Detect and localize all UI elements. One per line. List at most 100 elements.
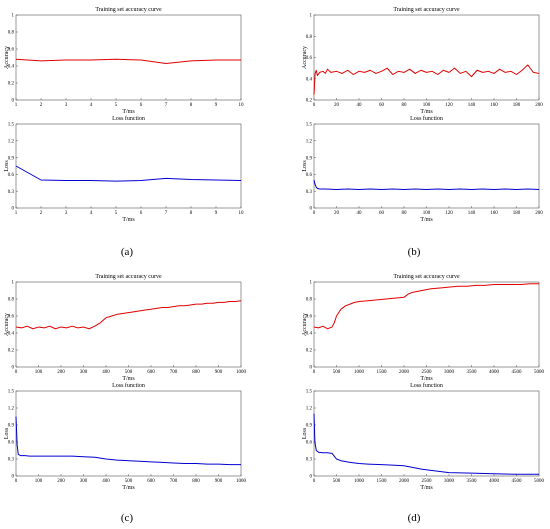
x-tick-label: 8 <box>190 103 193 108</box>
x-tick-label: 6 <box>140 103 143 108</box>
chart-title: Training set accuracy curve <box>393 7 460 13</box>
y-tick-label: 0.8 <box>8 31 15 36</box>
x-axis-label: T/ms <box>420 376 433 382</box>
y-tick-label: 0 <box>12 99 15 104</box>
x-tick-label: 140 <box>468 211 476 216</box>
x-tick-label: 180 <box>513 103 521 108</box>
y-tick-label: 1 <box>310 281 313 286</box>
y-tick-label: 0.9 <box>306 156 313 161</box>
x-tick-label: 0 <box>313 479 316 484</box>
y-tick-label: 0.2 <box>306 99 313 104</box>
x-tick-label: 200 <box>57 479 65 484</box>
series-line-1 <box>15 416 241 466</box>
y-tick-label: 0 <box>310 366 313 371</box>
x-tick-label: 3000 <box>444 370 455 375</box>
x-tick-label: 4500 <box>512 370 523 375</box>
x-tick-label: 2000 <box>399 370 410 375</box>
series-line-1 <box>313 64 540 95</box>
y-tick-label: 1.5 <box>8 390 15 395</box>
y-tick-label: 0.4 <box>306 77 313 82</box>
panel-label-c: (c) <box>121 512 134 524</box>
series-line-1 <box>15 300 242 330</box>
y-axis-label: Loss <box>4 427 10 439</box>
y-tick-label: 1.2 <box>306 407 313 412</box>
x-tick-label: 140 <box>468 103 476 108</box>
x-tick-label: 1000 <box>354 370 365 375</box>
x-tick-label: 700 <box>170 370 178 375</box>
x-tick-label: 6 <box>140 211 143 216</box>
series-line-1 <box>313 413 539 475</box>
x-tick-label: 1500 <box>377 370 388 375</box>
y-tick-label: 1.5 <box>8 123 15 128</box>
y-tick-label: 0.6 <box>306 56 313 61</box>
y-tick-label: 0.6 <box>8 48 15 53</box>
x-tick-label: 4000 <box>489 370 500 375</box>
x-tick-label: 2500 <box>422 479 433 484</box>
y-tick-label: 0 <box>12 366 15 371</box>
chart-4: Loss function 0 20 40 60 80 100 120 140 160 180 200… <box>302 115 543 223</box>
chart-title: Training set accuracy curve <box>95 274 162 280</box>
chart-title: Loss function <box>112 382 145 389</box>
x-tick-label: 600 <box>147 479 155 484</box>
x-tick-label: 5000 <box>534 370 545 375</box>
chart-7: Training set accuracy curve 0 500 1000 1500 2… <box>302 274 545 382</box>
x-tick-label: 160 <box>490 103 498 108</box>
x-axis-label: T/ms <box>420 485 433 491</box>
x-tick-label: 3000 <box>444 479 455 484</box>
plot-frame <box>15 14 242 101</box>
x-tick-label: 4 <box>90 211 93 216</box>
x-tick-label: 900 <box>215 370 223 375</box>
x-tick-label: 2000 <box>399 479 410 484</box>
y-tick-label: 0 <box>12 475 15 480</box>
x-axis-label: T/ms <box>122 217 135 223</box>
y-tick-label: 0.8 <box>306 298 313 303</box>
x-tick-label: 4500 <box>512 479 523 484</box>
x-tick-label: 0 <box>313 103 316 108</box>
x-tick-label: 500 <box>333 370 341 375</box>
y-axis-label: Loss <box>302 160 308 172</box>
chart-1: Training set accuracy curve 1 2 3 4 5 6 7 8 9 10 0 0… <box>4 7 244 115</box>
y-tick-label: 0 <box>310 475 313 480</box>
x-tick-label: 80 <box>402 211 408 216</box>
x-tick-label: 1500 <box>377 479 388 484</box>
chart-8: Loss function 0 500 1000 1500 2000 2500 3000 350… <box>302 382 545 491</box>
x-tick-label: 40 <box>357 103 363 108</box>
y-tick-label: 0.3 <box>306 190 313 195</box>
x-tick-label: 100 <box>423 103 431 108</box>
x-axis-label: T/ms <box>122 485 135 491</box>
y-tick-label: 0.9 <box>8 156 15 161</box>
x-tick-label: 900 <box>215 479 223 484</box>
x-tick-label: 9 <box>215 211 218 216</box>
x-tick-label: 500 <box>333 479 341 484</box>
series-line-1 <box>313 179 540 191</box>
x-tick-label: 7 <box>165 211 168 216</box>
chart-title: Training set accuracy curve <box>95 7 162 13</box>
x-tick-label: 80 <box>402 103 408 108</box>
y-tick-label: 0.6 <box>306 315 313 320</box>
chart-6: Loss function 0 100 200 300 400 500 600 700 800 90… <box>4 382 247 491</box>
y-tick-label: 0.8 <box>8 298 15 303</box>
chart-title: Loss function <box>410 382 443 389</box>
x-tick-label: 1000 <box>236 370 247 375</box>
y-tick-label: 1 <box>12 14 15 19</box>
y-tick-label: 0.4 <box>8 65 15 70</box>
y-tick-label: 0.6 <box>8 315 15 320</box>
series-line-1 <box>313 283 539 330</box>
x-tick-label: 3 <box>65 211 68 216</box>
plot-frame <box>15 390 242 477</box>
chart-3: Training set accuracy curve 0 20 40 60 80 100 1… <box>302 7 543 115</box>
x-tick-label: 0 <box>313 211 316 216</box>
x-tick-label: 60 <box>379 211 385 216</box>
x-tick-label: 9 <box>215 103 218 108</box>
x-tick-label: 1000 <box>236 479 247 484</box>
chart-5: Training set accuracy curve 0 100 200 300 400… <box>4 274 247 382</box>
x-axis-label: T/ms <box>122 376 135 382</box>
x-tick-label: 5000 <box>534 479 545 484</box>
y-tick-label: 0.6 <box>8 173 15 178</box>
panel-label-b: (b) <box>408 246 421 258</box>
y-tick-label: 1.5 <box>306 390 313 395</box>
chart-title: Training set accuracy curve <box>393 274 460 280</box>
x-axis-label: T/ms <box>420 217 433 223</box>
y-tick-label: 0 <box>310 207 313 212</box>
